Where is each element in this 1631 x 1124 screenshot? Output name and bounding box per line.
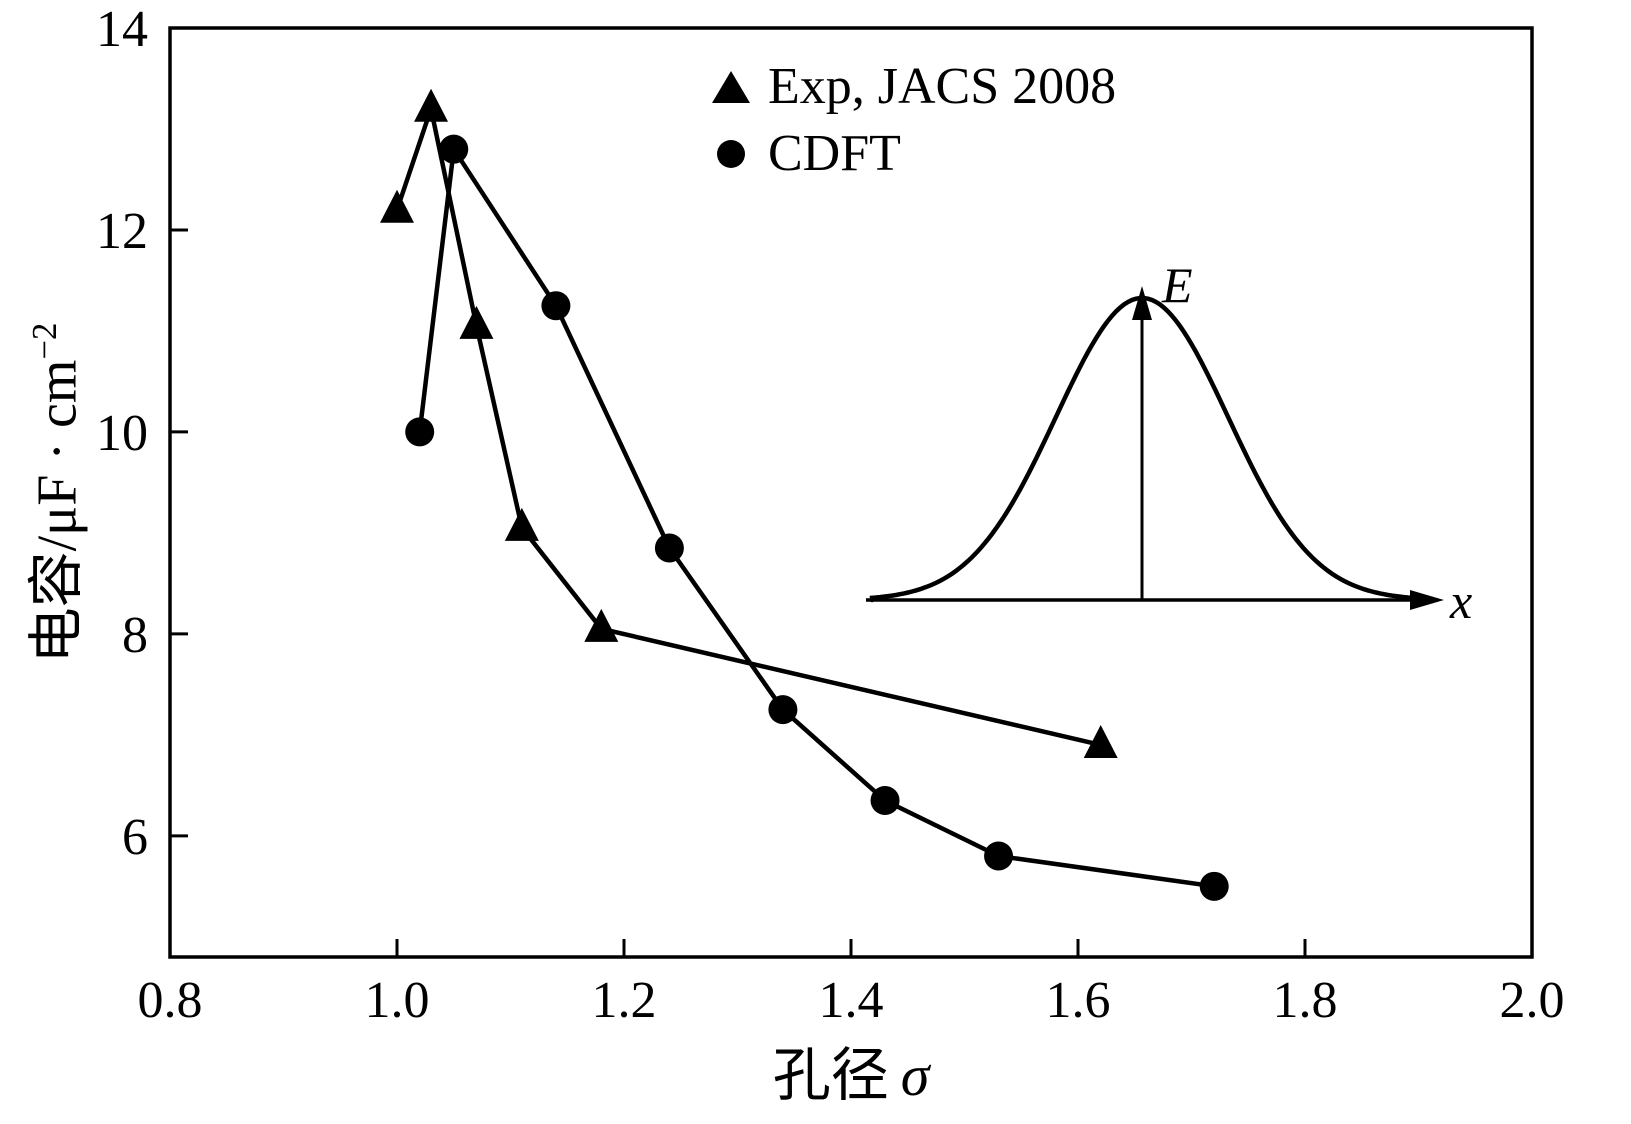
sigma-symbol: σ — [900, 1043, 930, 1108]
marker-circle — [768, 695, 798, 725]
circle-marker-icon — [717, 139, 745, 168]
y-axis-title-wrap: 电容/μF · cm−2 — [0, 28, 104, 957]
marker-circle — [654, 533, 684, 563]
inset-distribution: Ex — [866, 257, 1472, 629]
marker-triangle — [380, 189, 414, 223]
marker-triangle — [504, 507, 539, 541]
inset-e-arrow-icon — [1132, 286, 1152, 320]
x-tick-label: 2.0 — [1500, 972, 1565, 1029]
inset-x-arrow-icon — [1410, 590, 1444, 610]
marker-circle — [984, 841, 1014, 871]
x-tick-label: 1.2 — [592, 972, 657, 1029]
marker-circle — [405, 417, 435, 447]
marker-circle — [439, 134, 469, 164]
series-line-0 — [394, 106, 1102, 748]
legend-item-exp: Exp, JACS 2008 — [712, 58, 1116, 115]
y-axis-title-sup: −2 — [24, 322, 64, 360]
marker-triangle — [414, 88, 449, 122]
y-axis-title-text: 电容/μF · cm — [26, 359, 89, 663]
x-tick-label: 1.0 — [365, 972, 430, 1029]
x-tick-label: 1.8 — [1273, 972, 1338, 1029]
legend: Exp, JACS 2008 CDFT — [712, 58, 1116, 182]
y-tick-label: 14 — [96, 1, 148, 58]
marker-circle — [870, 785, 900, 815]
y-tick-label: 12 — [96, 203, 148, 260]
x-tick-label: 0.8 — [138, 972, 203, 1029]
marker-triangle — [459, 305, 494, 339]
y-tick-label: 8 — [122, 607, 148, 664]
inset-x-label: x — [1449, 573, 1472, 629]
marker-triangle — [584, 608, 619, 642]
x-tick-label: 1.6 — [1046, 972, 1111, 1029]
x-axis-title-text: 孔径 — [772, 1043, 889, 1108]
series-line-1 — [417, 146, 1215, 889]
inset-curve — [869, 295, 1419, 603]
legend-label-cdft: CDFT — [768, 125, 901, 183]
marker-circle — [541, 291, 571, 321]
marker-circle — [1199, 871, 1229, 901]
inset-e-label: E — [1161, 257, 1193, 313]
x-axis-title: 孔径 σ — [170, 1028, 1532, 1112]
legend-label-exp: Exp, JACS 2008 — [768, 58, 1117, 115]
legend-item-cdft: CDFT — [712, 125, 1116, 182]
marker-triangle — [1083, 724, 1118, 758]
y-tick-label: 6 — [122, 809, 148, 866]
x-tick-label: 1.4 — [819, 972, 884, 1029]
y-tick-label: 10 — [96, 405, 148, 462]
y-axis-title: 电容/μF · cm−2 — [12, 322, 93, 663]
triangle-marker-icon — [712, 70, 750, 103]
